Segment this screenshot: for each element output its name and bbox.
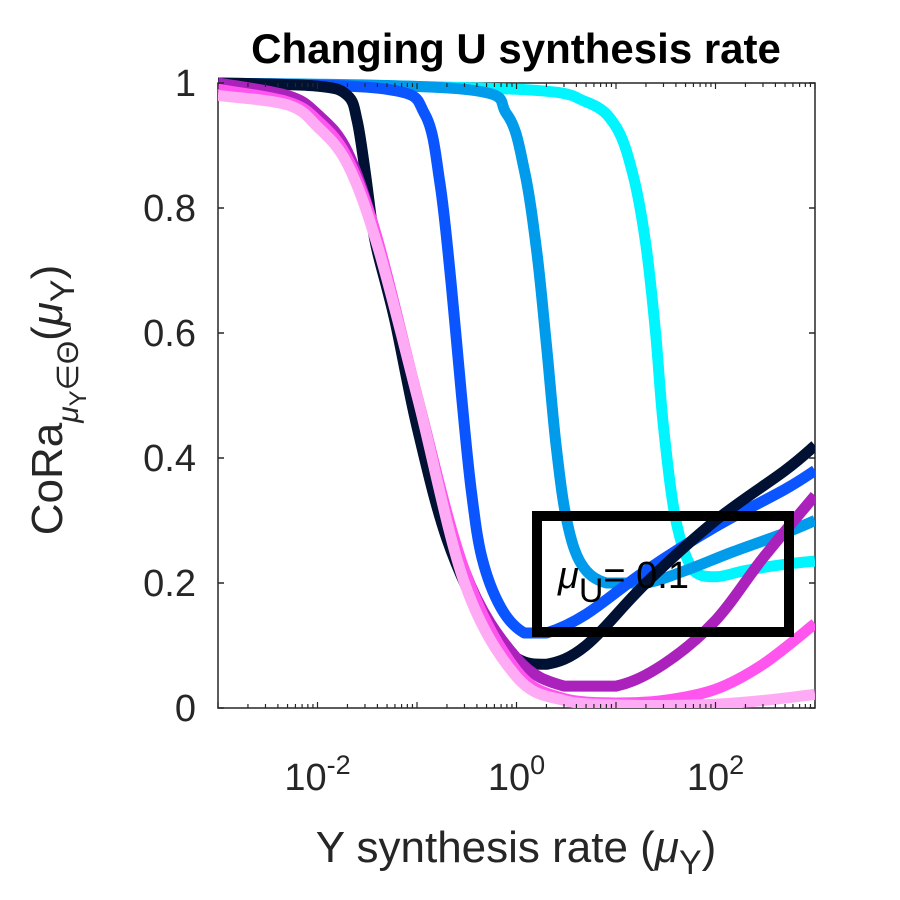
y-tick-label: 0.2 [143, 563, 196, 605]
y-axis-title: CoRaμY∈Θ(μY) [23, 265, 92, 536]
plot-area [217, 82, 816, 709]
y-tick-label: 1 [175, 63, 196, 105]
series-line-2 [218, 77, 815, 589]
annotation-text: μU= 0.1 [557, 555, 689, 610]
x-axis-title: Y synthesis rate (μY) [316, 823, 717, 882]
tick-group: 0 0.2 0.4 0.6 0.8 1 10-2 100 102 [143, 63, 816, 799]
x-tick-label: 102 [687, 750, 744, 799]
annotation-box [532, 511, 794, 637]
series-line-1 [218, 77, 815, 583]
series-group [218, 77, 815, 708]
series-line-4 [218, 77, 815, 670]
series-line-7 [218, 90, 815, 708]
y-tick-label: 0 [175, 688, 196, 730]
x-tick-label: 100 [488, 750, 545, 799]
x-tick-label: 10-2 [284, 750, 350, 799]
y-tick-label: 0.8 [143, 188, 196, 230]
chart-title: Changing U synthesis rate [251, 25, 781, 72]
y-tick-label: 0.4 [143, 438, 196, 480]
y-tick-label: 0.6 [143, 313, 196, 355]
